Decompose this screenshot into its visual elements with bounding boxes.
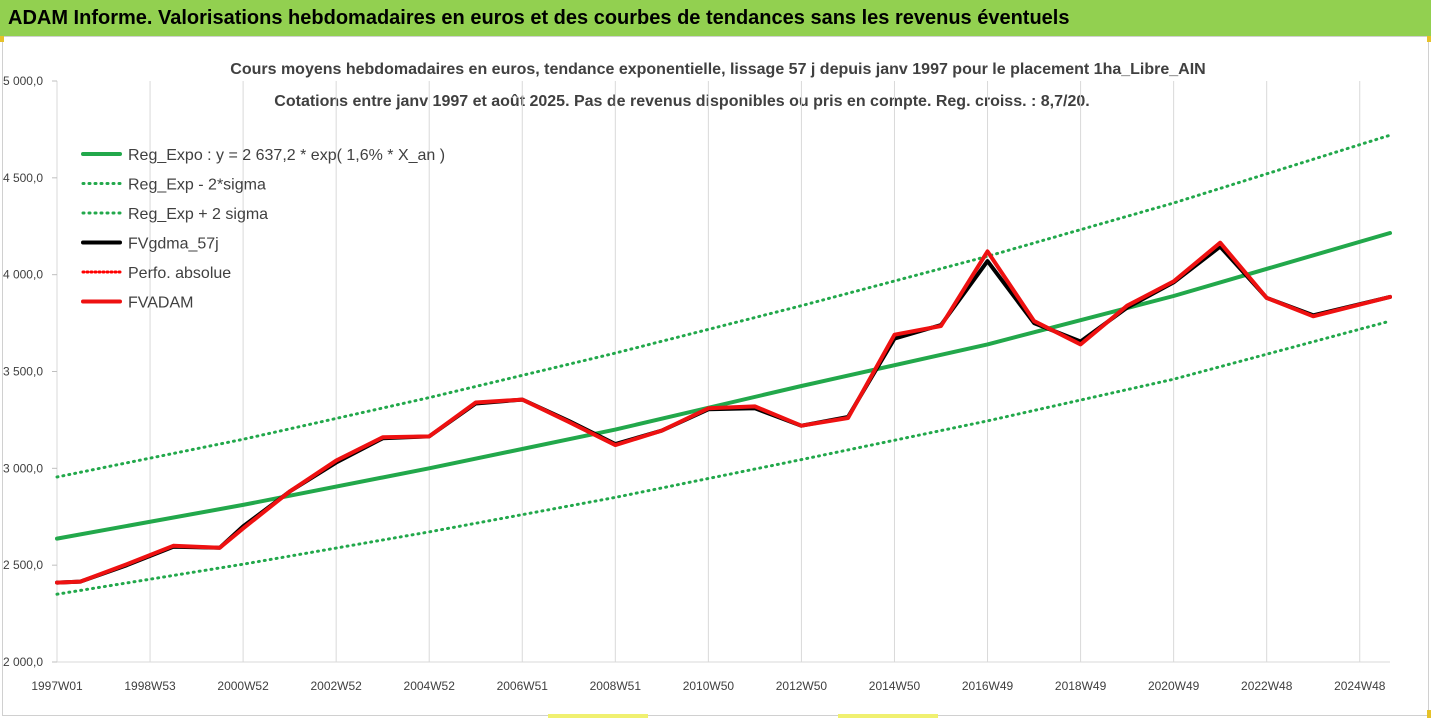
frame-edge-marker	[838, 714, 938, 718]
x-tick-label: 2000W52	[217, 679, 269, 693]
x-tick-label: 2012W50	[776, 679, 828, 693]
legend-label: FVgdma_57j	[128, 236, 219, 253]
x-tick-label: 2018W49	[1055, 679, 1107, 693]
frame-corner-marker	[1427, 36, 1431, 42]
series-line-5	[55, 240, 1392, 585]
y-tick-label: 4 000,0	[3, 268, 43, 282]
y-tick-label: 3 000,0	[3, 461, 43, 475]
chart-frame	[2, 36, 1429, 716]
series-line-3	[55, 244, 1392, 585]
y-tick-label: 2 500,0	[3, 558, 43, 572]
x-tick-label: 2014W50	[869, 679, 921, 693]
y-tick-label: 2 000,0	[3, 655, 43, 669]
x-tick-label: 2002W52	[310, 679, 362, 693]
x-tick-label: 2008W51	[590, 679, 642, 693]
legend-label: Reg_Exp + 2 sigma	[128, 206, 268, 223]
report-banner-title: ADAM Informe. Valorisations hebdomadaire…	[8, 7, 1070, 29]
legend-label: Reg_Expo : y = 2 637,2 * exp( 1,6% * X_a…	[128, 147, 445, 164]
report-banner: ADAM Informe. Valorisations hebdomadaire…	[0, 0, 1431, 36]
x-tick-label: 2010W50	[683, 679, 735, 693]
legend-label: FVADAM	[128, 295, 193, 312]
series-line-2	[55, 133, 1392, 479]
chart-title: Cours moyens hebdomadaires en euros, ten…	[230, 61, 1205, 78]
x-tick-label: 1997W01	[31, 679, 83, 693]
x-tick-label: 1998W53	[124, 679, 176, 693]
series-line-0	[55, 231, 1392, 541]
x-tick-label: 2024W48	[1334, 679, 1386, 693]
x-tick-label: 2020W49	[1148, 679, 1200, 693]
legend-label: Reg_Exp - 2*sigma	[128, 177, 266, 194]
frame-corner-marker	[0, 36, 4, 42]
x-tick-label: 2006W51	[497, 679, 549, 693]
x-tick-label: 2022W48	[1241, 679, 1293, 693]
x-tick-label: 2004W52	[404, 679, 456, 693]
frame-edge-marker	[548, 714, 648, 718]
chart-subtitle: Cotations entre janv 1997 et août 2025. …	[274, 93, 1089, 110]
legend-label: Perfo. absolue	[128, 265, 231, 282]
y-tick-label: 5 000,0	[3, 74, 43, 88]
frame-corner-marker	[1427, 710, 1431, 718]
x-tick-label: 2016W49	[962, 679, 1014, 693]
y-tick-label: 4 500,0	[3, 171, 43, 185]
series-line-1	[55, 319, 1392, 596]
y-tick-label: 3 500,0	[3, 365, 43, 379]
